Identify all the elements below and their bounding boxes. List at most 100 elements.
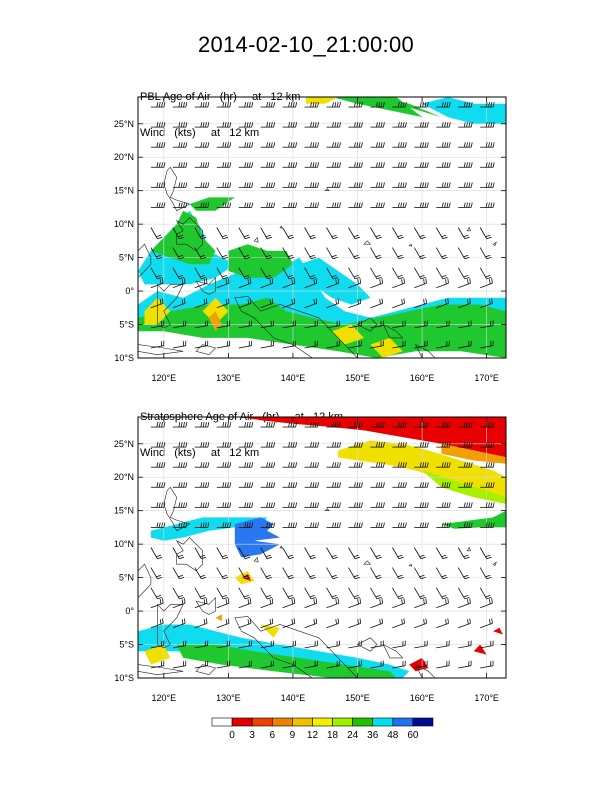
- pbl-shaded-region: [331, 324, 364, 345]
- wind-barb: [326, 182, 341, 188]
- wind-barb: [457, 247, 470, 260]
- page-title: 2014-02-10_21:00:00: [197, 32, 415, 57]
- wind-barb: [238, 267, 251, 280]
- coastline: [466, 226, 471, 232]
- wind-barb: [282, 587, 294, 600]
- strat-shaded-region: [473, 644, 487, 655]
- lat-tick-label: 25°N: [114, 439, 134, 449]
- wind-barb: [216, 227, 229, 240]
- colorbar-label: 18: [327, 730, 339, 741]
- coastline: [279, 545, 283, 549]
- wind-barb: [413, 587, 426, 600]
- wind-barb: [392, 340, 406, 349]
- wind-barb: [172, 567, 185, 580]
- wind-barb: [172, 247, 185, 260]
- wind-barb: [370, 522, 385, 528]
- wind-barb: [216, 247, 229, 260]
- wind-barb: [238, 587, 251, 600]
- wind-barb: [304, 182, 319, 188]
- coastline: [253, 556, 259, 563]
- wind-barb: [216, 522, 232, 528]
- wind-barb: [392, 320, 406, 329]
- wind-barb: [414, 660, 428, 669]
- wind-barb: [260, 482, 276, 488]
- wind-barb: [150, 320, 165, 329]
- wind-barb: [194, 640, 209, 649]
- wind-barb: [260, 202, 276, 208]
- colorbar-label: 9: [290, 730, 296, 741]
- wind-barb: [282, 482, 298, 488]
- wind-barb: [370, 182, 385, 188]
- wind-barb: [216, 547, 229, 560]
- wind-barb: [304, 618, 318, 629]
- wind-barb: [348, 298, 362, 309]
- wind-barb: [260, 547, 273, 560]
- wind-barb: [216, 320, 231, 329]
- wind-barb: [326, 122, 341, 128]
- wind-barb: [392, 442, 407, 448]
- wind-barb: [370, 340, 384, 349]
- wind-barb: [436, 618, 449, 629]
- wind-barb: [480, 122, 495, 128]
- wind-barb: [282, 640, 296, 649]
- wind-barb: [348, 567, 360, 580]
- lon-tick-label: 140°E: [281, 693, 306, 703]
- wind-barb: [479, 247, 492, 260]
- colorbar-label: 6: [269, 730, 275, 741]
- coastline: [138, 243, 152, 279]
- wind-barb: [392, 102, 407, 108]
- wind-barb: [150, 267, 163, 280]
- wind-barb: [216, 502, 232, 508]
- wind-barb: [370, 462, 385, 468]
- wind-barb: [480, 320, 494, 329]
- wind-barb: [370, 587, 382, 600]
- wind-barb: [458, 298, 471, 309]
- strat-shaded-region: [138, 624, 410, 678]
- wind-barb: [370, 618, 384, 629]
- wind-barb: [282, 340, 296, 349]
- colorbar-swatch: [271, 717, 293, 727]
- strat-shaded-region: [409, 657, 429, 672]
- wind-barb: [150, 660, 165, 669]
- wind-barb: [150, 227, 163, 240]
- wind-barb: [172, 182, 188, 188]
- colorbar-swatch: [352, 717, 374, 727]
- strat-shaded-region: [234, 570, 255, 585]
- wind-barb: [172, 482, 188, 488]
- wind-barb: [326, 618, 340, 629]
- wind-barb: [480, 142, 495, 148]
- wind-barb: [414, 320, 428, 329]
- wind-barb: [392, 162, 407, 168]
- wind-barb: [194, 320, 209, 329]
- coastline: [157, 283, 184, 329]
- wind-barb: [194, 182, 210, 188]
- pbl-shaded-region: [228, 244, 293, 278]
- wind-barb: [414, 598, 427, 609]
- wind-barb: [326, 660, 340, 669]
- wind-barb: [370, 202, 385, 208]
- wind-barb: [414, 442, 429, 448]
- wind-barb: [150, 547, 163, 560]
- colorbar-label: 48: [387, 730, 399, 741]
- wind-barb: [238, 660, 253, 669]
- wind-barb: [282, 202, 298, 208]
- wind-barb: [414, 142, 429, 148]
- wind-barb: [457, 227, 470, 240]
- coastline: [163, 166, 191, 212]
- wind-barb: [479, 587, 492, 600]
- lat-tick-label: 10°S: [114, 353, 134, 363]
- wind-barb: [216, 278, 230, 289]
- panel-2-labels: Stratosphere Age of Air (hr) at 12 km Wi…: [140, 387, 343, 471]
- pbl-shaded-region: [202, 297, 229, 325]
- wind-barb: [194, 298, 208, 309]
- wind-barb: [370, 547, 382, 560]
- wind-barb: [436, 598, 449, 609]
- strat-shaded-region: [144, 644, 171, 665]
- wind-barb: [392, 618, 405, 629]
- wind-barb: [458, 142, 473, 148]
- coastline: [466, 546, 471, 552]
- wind-barb: [480, 298, 493, 309]
- strat-shaded-region: [338, 440, 506, 498]
- wind-barb: [458, 618, 471, 629]
- panel-1-wind-label: Wind (kts) at 12 km: [140, 127, 260, 139]
